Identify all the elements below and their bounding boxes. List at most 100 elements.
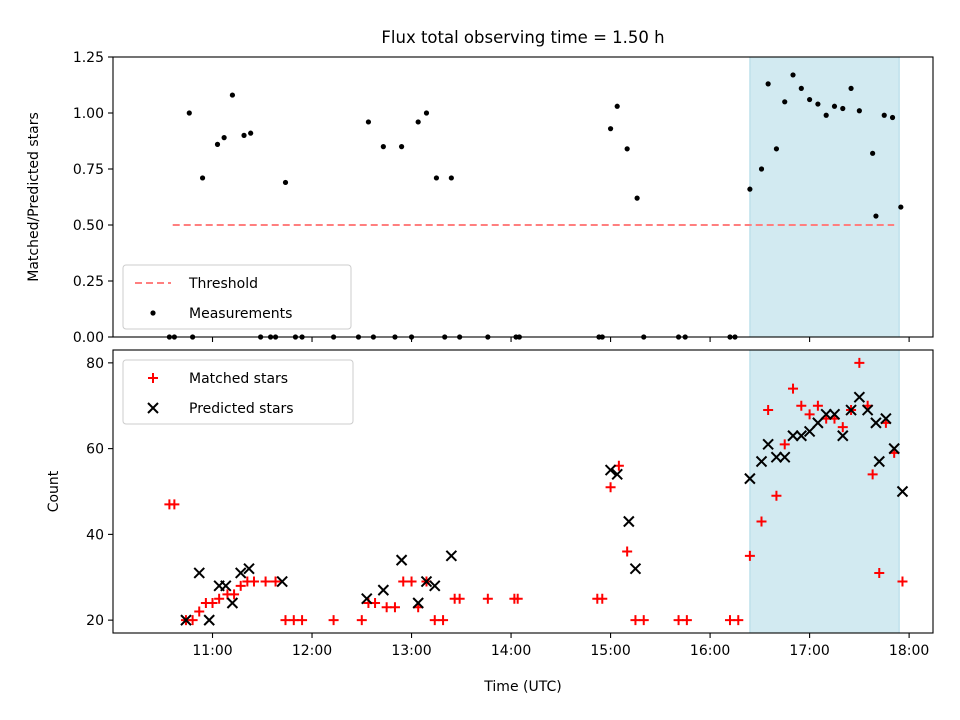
y-tick-label: 0.00	[73, 330, 104, 346]
predicted-point	[193, 567, 205, 579]
legend-label: Measurements	[189, 306, 292, 322]
predicted-point	[812, 417, 824, 429]
measurement-point	[221, 135, 227, 141]
measurement-point	[823, 112, 829, 118]
measurement-point	[448, 175, 454, 181]
axes-frame	[112, 349, 934, 634]
x-tick-label: 12:00	[292, 643, 332, 659]
predicted-point	[429, 580, 441, 592]
matched-point	[597, 593, 608, 604]
measurement-point	[807, 96, 813, 103]
measurement-point	[398, 144, 405, 150]
predicted-point	[611, 468, 623, 481]
x-tick-label: 15:00	[590, 643, 630, 659]
matched-point	[733, 615, 744, 626]
y-tick-label: 0.50	[73, 218, 104, 234]
predicted-point	[880, 412, 892, 425]
matched-point	[194, 606, 205, 617]
predicted-point	[395, 554, 408, 566]
top-axes: 0.00 0.25 0.50 0.75 1.00 1.25 Matched/Predicte…	[26, 50, 934, 346]
bottom-axes: 20 40 60 80 11:00 12:00 13:00 14:00 15:00 16:00 17…	[46, 349, 934, 659]
y-tick-label: 20	[86, 613, 104, 629]
matched-point	[605, 482, 616, 493]
measurement-point	[831, 103, 838, 109]
matched-point	[867, 469, 878, 480]
predicted-point	[888, 442, 900, 455]
legend-label: Threshold	[188, 276, 258, 292]
matched-point	[512, 593, 523, 604]
matched-point	[897, 576, 908, 587]
measurement-point	[840, 105, 846, 112]
x-tick-label: 17:00	[789, 643, 829, 659]
predicted-point	[853, 391, 866, 403]
predicted-point	[873, 455, 885, 468]
highlight-span	[749, 349, 900, 634]
measurement-point	[199, 175, 206, 181]
measurement-point	[634, 195, 640, 201]
matched-point	[169, 499, 180, 510]
measurement-point	[624, 146, 630, 152]
matched-point	[788, 383, 799, 394]
predicted-point	[604, 464, 617, 476]
x-tick-label: 18:00	[889, 643, 929, 659]
y-tick-label: 80	[86, 356, 104, 372]
y-axis-label: Count	[46, 470, 62, 512]
matched-point	[229, 589, 240, 600]
legend-label: Matched stars	[189, 371, 288, 387]
predicted-point	[770, 451, 783, 463]
predicted-point	[820, 408, 832, 421]
matched-point	[771, 490, 782, 501]
predicted-point	[412, 597, 424, 609]
predicted-point	[787, 430, 799, 442]
predicted-point	[779, 451, 791, 463]
matched-point	[270, 576, 281, 587]
measurement-point	[229, 92, 236, 98]
matched-point	[356, 615, 367, 626]
measurement-point	[248, 130, 254, 136]
matched-point	[837, 422, 848, 433]
predicted-point	[623, 515, 635, 528]
predicted-point	[861, 404, 874, 416]
measurement-point	[607, 126, 614, 132]
predicted-point	[744, 472, 756, 485]
measurement-point	[214, 141, 221, 147]
measurement-point	[870, 150, 876, 156]
matched-point	[756, 516, 767, 527]
y-tick-label: 0.25	[73, 274, 104, 290]
measurement-point	[282, 179, 289, 186]
matched-point	[187, 615, 198, 626]
measurement-point	[758, 166, 765, 172]
matched-point	[804, 409, 815, 420]
measurement-point	[241, 132, 247, 138]
x-tick-label: 16:00	[690, 643, 730, 659]
legend-label: Predicted stars	[189, 401, 294, 417]
matched-point	[874, 567, 885, 578]
matched-point	[812, 400, 823, 411]
x-tick-label: 11:00	[192, 643, 232, 659]
matched-point	[779, 439, 790, 450]
matched-point	[763, 405, 774, 416]
measurement-point	[765, 81, 771, 87]
predicted-point	[795, 430, 808, 442]
matched-point	[328, 615, 339, 626]
legend-matched-marker	[148, 373, 158, 383]
legend: Threshold Measurements	[122, 264, 352, 330]
matched-point	[681, 615, 692, 626]
y-tick-label: 40	[86, 527, 104, 543]
y-tick-label: 60	[86, 442, 104, 458]
measurement-point	[798, 85, 804, 91]
predicted-point	[276, 575, 288, 588]
legend-measurement-marker	[150, 310, 156, 316]
matched-point	[638, 615, 649, 626]
predicted-point	[762, 438, 774, 451]
measurement-point	[423, 110, 430, 116]
matched-point	[248, 576, 259, 587]
matched-point	[796, 400, 807, 411]
measurement-point	[747, 186, 753, 192]
predicted-point	[235, 567, 247, 579]
legend-box	[122, 359, 354, 425]
predicted-point	[445, 550, 458, 562]
measurement-point	[773, 146, 780, 152]
measurement-point	[186, 110, 192, 116]
